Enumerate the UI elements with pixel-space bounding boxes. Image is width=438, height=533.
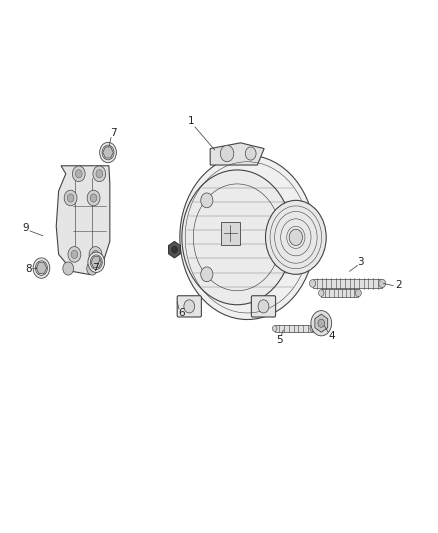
Circle shape	[171, 246, 177, 253]
Circle shape	[289, 229, 303, 246]
Circle shape	[318, 289, 324, 296]
Polygon shape	[91, 257, 102, 268]
Text: 1: 1	[187, 116, 194, 126]
Circle shape	[318, 319, 325, 327]
Circle shape	[311, 311, 332, 336]
Polygon shape	[56, 166, 110, 274]
Circle shape	[182, 170, 293, 305]
Circle shape	[92, 251, 99, 259]
Circle shape	[88, 252, 105, 272]
Circle shape	[35, 261, 47, 276]
Circle shape	[201, 193, 213, 208]
Circle shape	[100, 142, 117, 163]
Text: 6: 6	[178, 308, 185, 318]
Polygon shape	[313, 279, 382, 288]
Polygon shape	[36, 263, 47, 273]
Circle shape	[201, 267, 213, 282]
Circle shape	[68, 247, 81, 262]
Text: 9: 9	[22, 223, 28, 233]
Polygon shape	[103, 147, 113, 158]
Polygon shape	[275, 325, 313, 332]
FancyBboxPatch shape	[177, 296, 201, 317]
Polygon shape	[210, 143, 264, 165]
Polygon shape	[315, 314, 328, 332]
Text: 7: 7	[110, 128, 117, 138]
Text: 4: 4	[328, 332, 335, 342]
Circle shape	[93, 166, 106, 182]
Circle shape	[184, 300, 194, 313]
Circle shape	[87, 262, 98, 275]
Circle shape	[265, 200, 326, 274]
Circle shape	[87, 190, 100, 206]
Circle shape	[102, 145, 114, 160]
Circle shape	[72, 166, 85, 182]
Text: 7: 7	[92, 263, 99, 273]
Circle shape	[67, 194, 74, 202]
Polygon shape	[169, 241, 180, 258]
Circle shape	[180, 155, 315, 319]
Polygon shape	[321, 289, 358, 297]
Circle shape	[272, 326, 277, 332]
Circle shape	[309, 280, 316, 287]
Text: 5: 5	[276, 335, 283, 345]
Circle shape	[33, 258, 50, 278]
Circle shape	[355, 289, 361, 297]
FancyBboxPatch shape	[251, 296, 276, 317]
Circle shape	[63, 262, 74, 275]
Text: 8: 8	[25, 264, 32, 273]
Text: 2: 2	[396, 280, 402, 290]
Circle shape	[379, 279, 386, 288]
Circle shape	[75, 169, 82, 178]
Circle shape	[90, 194, 97, 202]
Text: 3: 3	[357, 257, 364, 267]
Circle shape	[245, 147, 256, 160]
Circle shape	[64, 190, 77, 206]
Circle shape	[90, 255, 102, 270]
Circle shape	[310, 325, 315, 332]
Polygon shape	[221, 222, 240, 245]
Circle shape	[71, 251, 78, 259]
Circle shape	[96, 169, 102, 178]
Circle shape	[258, 300, 269, 313]
Circle shape	[89, 247, 102, 262]
Circle shape	[220, 146, 234, 161]
